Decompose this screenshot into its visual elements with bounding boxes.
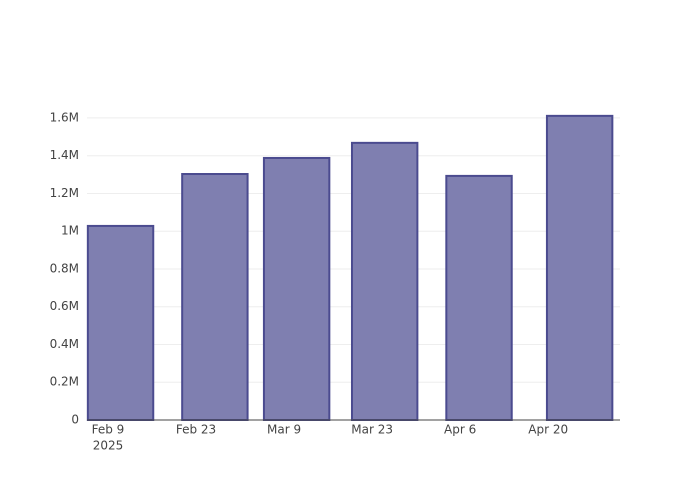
y-tick-label: 1.2M — [50, 186, 79, 200]
y-tick-label: 1.6M — [50, 110, 79, 124]
bar — [445, 174, 513, 421]
y-tick-label: 1.4M — [50, 148, 79, 162]
x-tick-sublabel: 2025 — [93, 439, 124, 453]
bar — [262, 156, 331, 421]
y-tick-label: 0 — [71, 413, 79, 427]
y-tick-label: 0.6M — [50, 299, 79, 313]
x-tick-label: Mar 23 — [351, 423, 393, 437]
bar — [350, 141, 419, 421]
bar — [181, 173, 249, 421]
x-tick-label: Feb 9 — [92, 423, 125, 437]
bar — [86, 224, 155, 421]
y-tick-label: 1M — [61, 224, 79, 238]
y-tick-label: 0.8M — [50, 261, 79, 275]
bar — [545, 114, 614, 422]
x-tick-label: Mar 9 — [267, 423, 301, 437]
x-tick-label: Apr 6 — [444, 423, 476, 437]
y-tick-label: 0.2M — [50, 375, 79, 389]
y-tick-label: 0.4M — [50, 337, 79, 351]
x-tick-label: Feb 23 — [176, 423, 216, 437]
x-tick-label: Apr 20 — [528, 423, 568, 437]
